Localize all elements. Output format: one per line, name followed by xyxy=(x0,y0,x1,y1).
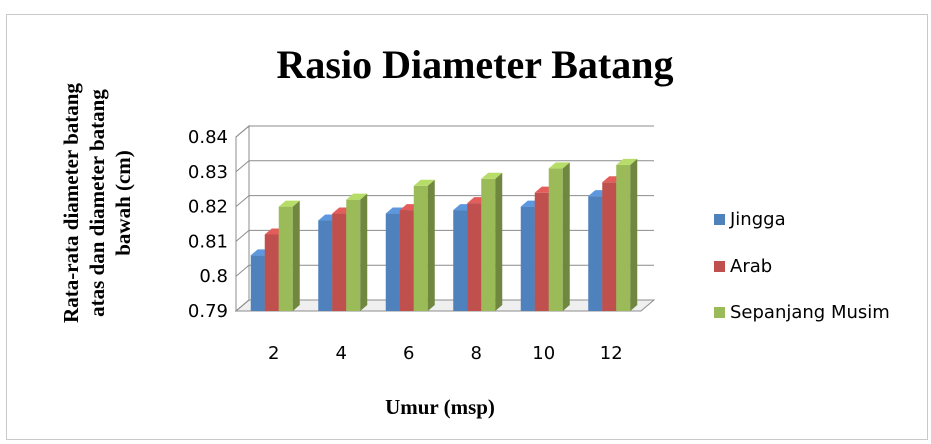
gridline xyxy=(235,229,654,242)
bar-front xyxy=(278,206,293,311)
legend-item-arab: Arab xyxy=(714,256,772,277)
bar-front xyxy=(318,220,333,311)
bar-side xyxy=(292,200,300,311)
bar-front xyxy=(481,178,496,311)
legend-item-jingga: Jingga xyxy=(714,209,786,230)
bar-sepanjang-musim-12 xyxy=(616,158,638,311)
bar-top xyxy=(278,200,300,207)
chart-title: Rasio Diameter Batang xyxy=(277,42,674,87)
bar-sepanjang-musim-8 xyxy=(481,172,503,311)
legend-label: Sepanjang Musim xyxy=(730,302,890,323)
bar-front xyxy=(453,210,468,311)
bar-top xyxy=(481,172,503,179)
bar-top xyxy=(346,193,368,200)
bar-side xyxy=(562,162,570,311)
bar-front xyxy=(616,164,631,311)
x-tick-label: 12 xyxy=(600,343,623,364)
y-tick-label: 0.8 xyxy=(199,266,228,287)
x-tick-label: 6 xyxy=(403,343,414,364)
y-axis-title-line-3: bawah (cm) xyxy=(111,150,135,256)
bar-front xyxy=(467,203,482,311)
bar-side xyxy=(360,193,368,311)
bar-front xyxy=(534,192,549,311)
legend-item-sepanjang-musim: Sepanjang Musim xyxy=(714,302,890,323)
y-tick-labels: 0.84 0.83 0.82 0.81 0.8 0.79 xyxy=(188,127,228,322)
x-axis-title: Umur (msp) xyxy=(385,395,495,419)
bar-sepanjang-musim-4 xyxy=(346,193,368,311)
bar-front xyxy=(385,213,400,311)
bar-top xyxy=(616,158,638,165)
x-tick-label: 8 xyxy=(471,343,482,364)
legend-swatch xyxy=(714,214,725,225)
y-tick-label: 0.81 xyxy=(188,231,228,252)
bar-front xyxy=(413,185,428,311)
bar-front xyxy=(548,168,563,311)
legend-swatch xyxy=(714,261,725,272)
gridline xyxy=(235,264,654,277)
legend: Jingga Arab Sepanjang Musim xyxy=(714,209,890,323)
bar-sepanjang-musim-10 xyxy=(548,162,570,311)
gridline xyxy=(235,125,654,138)
bar-front xyxy=(520,206,535,311)
legend-label: Jingga xyxy=(729,209,786,230)
x-tick-labels: 2 4 6 8 10 12 xyxy=(268,343,623,364)
bar-side xyxy=(427,179,435,311)
bar-front xyxy=(602,182,617,311)
y-tick-label: 0.84 xyxy=(188,127,228,148)
bars-group xyxy=(250,158,638,311)
legend-swatch xyxy=(714,307,725,318)
y-axis-title-line-2: atas dan diameter batang xyxy=(85,89,109,317)
bar-front xyxy=(399,210,414,311)
bar-sepanjang-musim-2 xyxy=(278,200,300,311)
y-tick-label: 0.83 xyxy=(188,162,228,183)
x-tick-label: 2 xyxy=(268,343,279,364)
y-axis-title-line-1: Rata-rata diameter batang xyxy=(59,83,83,323)
bar-side xyxy=(495,172,503,311)
x-tick-label: 10 xyxy=(532,343,555,364)
bar-side xyxy=(630,158,638,311)
side-wall xyxy=(235,124,250,313)
legend-label: Arab xyxy=(730,256,772,277)
bar-front xyxy=(264,234,279,311)
gridline xyxy=(235,160,654,173)
bar-top xyxy=(413,179,435,186)
y-tick-label: 0.79 xyxy=(188,301,228,322)
x-tick-label: 4 xyxy=(336,343,347,364)
y-tick-label: 0.82 xyxy=(188,197,228,218)
bar-front xyxy=(332,213,347,311)
y-axis-title: Rata-rata diameter batang atas dan diame… xyxy=(59,83,135,323)
bar-front xyxy=(346,199,361,311)
gridline xyxy=(235,195,654,207)
gridlines xyxy=(235,125,654,312)
gridline xyxy=(235,299,654,312)
bar-front xyxy=(250,255,265,311)
bar-sepanjang-musim-6 xyxy=(413,179,435,311)
bar-front xyxy=(588,196,603,311)
bar-top xyxy=(548,162,570,169)
